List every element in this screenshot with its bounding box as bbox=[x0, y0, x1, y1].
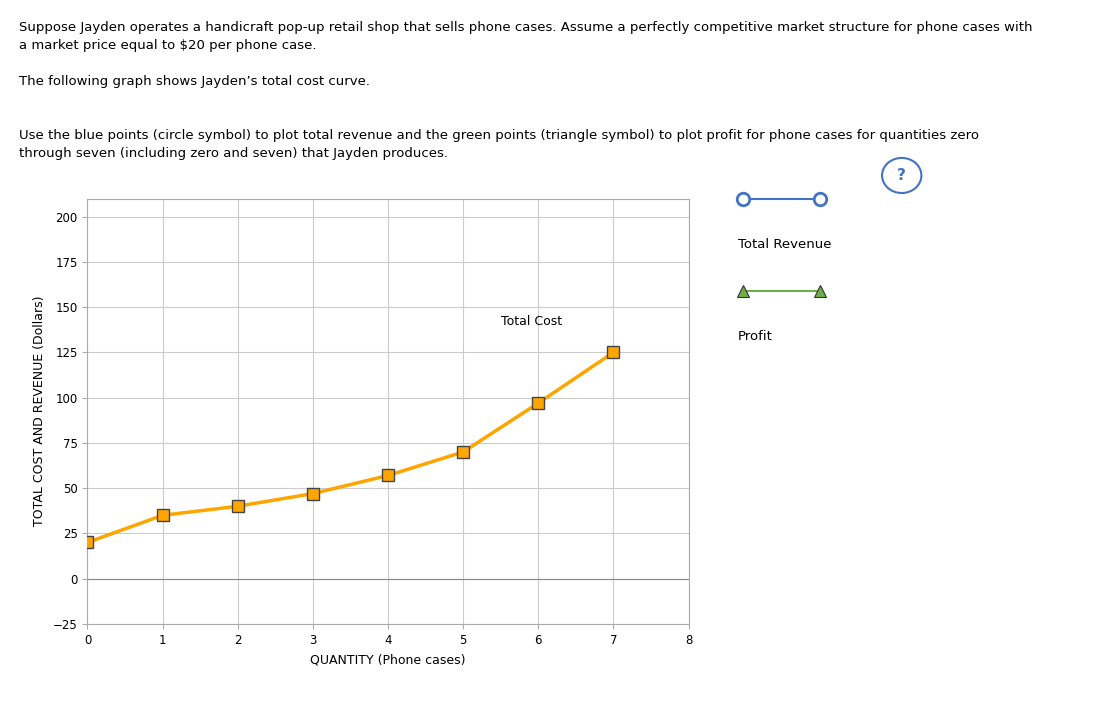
X-axis label: QUANTITY (Phone cases): QUANTITY (Phone cases) bbox=[310, 654, 466, 666]
Text: Profit: Profit bbox=[738, 330, 773, 342]
Text: Total Cost: Total Cost bbox=[501, 316, 562, 328]
Text: Suppose Jayden operates a handicraft pop-up retail shop that sells phone cases. : Suppose Jayden operates a handicraft pop… bbox=[19, 21, 1032, 160]
Y-axis label: TOTAL COST AND REVENUE (Dollars): TOTAL COST AND REVENUE (Dollars) bbox=[33, 296, 46, 527]
Text: Total Revenue: Total Revenue bbox=[738, 238, 832, 250]
Text: ?: ? bbox=[897, 168, 906, 183]
